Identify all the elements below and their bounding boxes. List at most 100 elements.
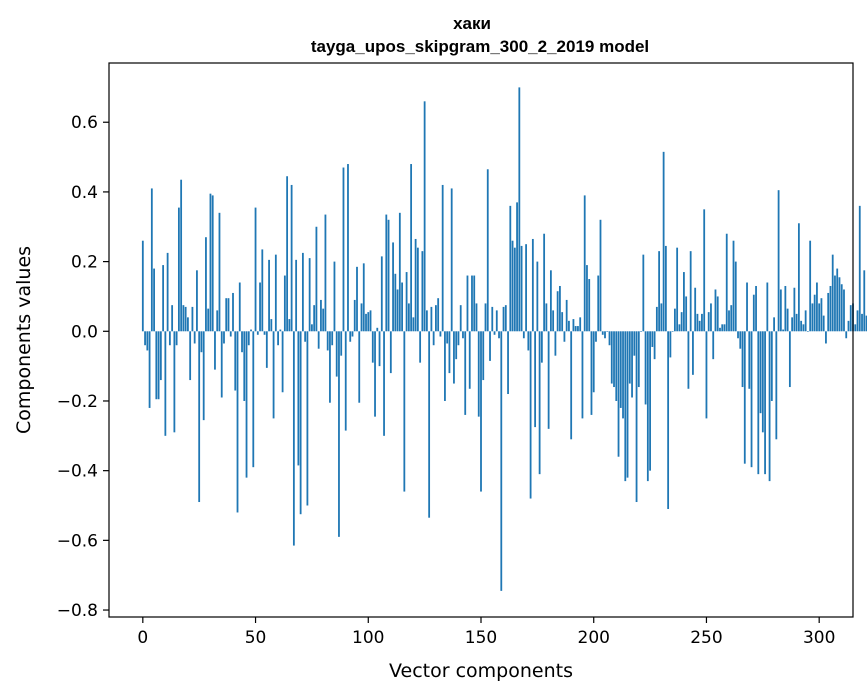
bar-273: [757, 331, 760, 475]
bar-5: [153, 268, 155, 332]
bar-102: [371, 331, 374, 363]
bar-152: [484, 303, 487, 332]
bar-256: [719, 327, 721, 332]
bar-169: [522, 331, 525, 339]
bar-104: [376, 327, 379, 332]
bar-297: [811, 303, 814, 332]
bar-253: [712, 331, 715, 360]
bar-164: [511, 240, 514, 332]
bar-275: [761, 331, 764, 433]
bar-214: [624, 331, 627, 482]
bar-17: [180, 179, 183, 332]
bar-60: [277, 331, 279, 346]
bar-283: [779, 289, 782, 332]
bar-303: [825, 331, 827, 344]
y-tick-label: −0.4: [57, 462, 98, 482]
bar-293: [802, 324, 805, 332]
bar-68: [295, 259, 298, 332]
y-axis-label: Components values: [13, 246, 35, 434]
bar-90: [344, 331, 347, 431]
bar-301: [820, 298, 823, 332]
bar-163: [509, 205, 512, 332]
bar-247: [698, 320, 701, 332]
bar-199: [590, 331, 593, 415]
bar-19: [184, 306, 187, 332]
bar-263: [734, 261, 737, 332]
bar-66: [290, 184, 293, 332]
bar-113: [396, 289, 399, 332]
bar-56: [268, 259, 270, 332]
plot-frame: [108, 62, 854, 618]
bar-233: [667, 331, 670, 509]
bar-112: [394, 273, 397, 332]
bar-308: [836, 268, 839, 332]
bar-238: [678, 324, 681, 332]
bar-46: [245, 331, 248, 478]
bar-59: [274, 254, 277, 332]
bar-208: [610, 331, 613, 384]
y-tick-label: 0.2: [71, 253, 98, 273]
bar-44: [241, 331, 243, 353]
bar-226: [651, 331, 654, 347]
bar-282: [777, 190, 780, 332]
bar-87: [338, 331, 340, 537]
bar-236: [673, 308, 676, 332]
bar-89: [342, 167, 345, 332]
bar-160: [502, 306, 505, 332]
bar-35: [220, 331, 223, 398]
bar-265: [739, 331, 742, 349]
bar-10: [164, 331, 167, 436]
bar-183: [554, 331, 557, 356]
bar-29: [207, 308, 210, 332]
bar-138: [453, 331, 455, 384]
bar-127: [428, 331, 431, 518]
bar-196: [583, 195, 586, 332]
bar-186: [561, 312, 564, 332]
bar-52: [259, 282, 261, 332]
x-axis-label: Vector components: [389, 660, 573, 682]
bar-181: [549, 270, 552, 332]
x-tick-label: 150: [465, 628, 497, 648]
bar-295: [807, 331, 809, 332]
bar-310: [840, 284, 843, 332]
bar-175: [536, 261, 539, 332]
bar-6: [155, 331, 158, 400]
bar-255: [716, 296, 719, 332]
y-tick-label: −0.8: [57, 601, 98, 621]
bar-11: [166, 252, 169, 332]
bar-219: [635, 331, 638, 503]
bar-151: [482, 331, 485, 381]
bar-3: [148, 331, 151, 408]
bar-146: [471, 275, 473, 332]
bar-135: [446, 331, 449, 344]
bar-121: [414, 238, 417, 332]
bar-40: [232, 292, 234, 332]
bar-61: [279, 329, 282, 332]
bar-278: [768, 331, 771, 482]
bar-224: [646, 331, 649, 482]
bar-231: [662, 151, 665, 332]
bar-145: [468, 331, 471, 389]
bar-209: [613, 331, 615, 388]
bar-107: [383, 331, 385, 436]
bar-289: [793, 287, 796, 332]
bar-240: [683, 272, 685, 332]
bar-79: [320, 299, 322, 332]
bar-27: [202, 331, 205, 421]
bar-318: [858, 205, 861, 332]
bar-25: [198, 331, 201, 503]
bar-131: [437, 298, 440, 332]
bar-193: [577, 326, 579, 332]
bar-277: [766, 282, 769, 332]
bar-222: [642, 254, 645, 332]
bar-143: [464, 331, 467, 415]
bar-305: [829, 285, 832, 332]
bar-43: [238, 282, 241, 332]
bar-202: [597, 275, 600, 332]
bar-34: [218, 212, 221, 332]
x-axis-ticks: 0 50 100 150 200 250 300: [137, 617, 835, 648]
bar-218: [633, 331, 636, 356]
bar-159: [500, 331, 503, 591]
bar-246: [696, 313, 699, 332]
